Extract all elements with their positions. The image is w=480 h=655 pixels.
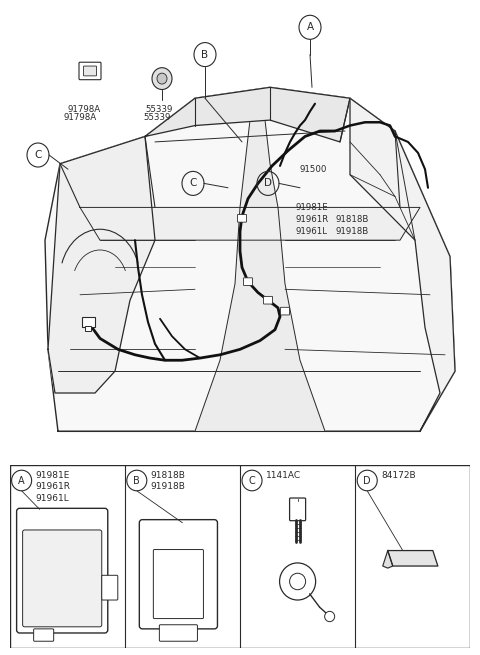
FancyBboxPatch shape <box>238 214 247 222</box>
Text: 91818B: 91818B <box>151 471 186 480</box>
Text: 91961L: 91961L <box>296 227 328 236</box>
Text: 91961R: 91961R <box>36 482 71 491</box>
FancyBboxPatch shape <box>79 62 101 80</box>
Text: C: C <box>249 476 255 485</box>
FancyBboxPatch shape <box>159 625 197 641</box>
FancyBboxPatch shape <box>153 550 204 618</box>
Text: 91981E: 91981E <box>36 471 70 480</box>
Text: C: C <box>34 150 42 160</box>
FancyBboxPatch shape <box>84 66 96 76</box>
Polygon shape <box>388 551 438 566</box>
Polygon shape <box>350 98 455 431</box>
FancyBboxPatch shape <box>264 296 273 304</box>
Text: 91918B: 91918B <box>151 482 186 491</box>
Circle shape <box>324 611 335 622</box>
Text: 55339: 55339 <box>143 113 170 122</box>
FancyBboxPatch shape <box>85 326 91 331</box>
Polygon shape <box>48 136 155 393</box>
FancyBboxPatch shape <box>280 307 289 315</box>
FancyBboxPatch shape <box>23 530 102 627</box>
Text: 55339: 55339 <box>145 105 172 114</box>
Text: 91981E: 91981E <box>296 203 329 212</box>
FancyBboxPatch shape <box>102 575 118 600</box>
Text: 91500: 91500 <box>300 164 327 174</box>
Text: 1141AC: 1141AC <box>266 471 301 480</box>
Text: B: B <box>202 50 209 60</box>
Polygon shape <box>45 87 455 431</box>
Polygon shape <box>80 208 420 240</box>
Text: D: D <box>363 476 371 485</box>
Text: 91798A: 91798A <box>63 113 96 122</box>
Circle shape <box>152 67 172 90</box>
Text: 91961R: 91961R <box>296 215 329 224</box>
FancyBboxPatch shape <box>82 317 95 327</box>
Text: D: D <box>264 178 272 189</box>
FancyBboxPatch shape <box>34 629 54 641</box>
Text: 91961L: 91961L <box>36 493 70 502</box>
Circle shape <box>157 73 167 84</box>
FancyBboxPatch shape <box>139 519 217 629</box>
Text: B: B <box>133 476 140 485</box>
Text: A: A <box>18 476 25 485</box>
Circle shape <box>279 563 316 600</box>
Text: 91818B: 91818B <box>335 215 368 224</box>
FancyBboxPatch shape <box>243 278 252 286</box>
Text: 84172B: 84172B <box>381 471 416 480</box>
FancyBboxPatch shape <box>289 498 306 521</box>
FancyBboxPatch shape <box>10 465 470 648</box>
Text: 91798A: 91798A <box>68 105 101 114</box>
Circle shape <box>289 573 306 590</box>
Text: C: C <box>189 178 197 189</box>
Polygon shape <box>145 87 350 142</box>
FancyBboxPatch shape <box>17 508 108 633</box>
Polygon shape <box>195 120 325 431</box>
Polygon shape <box>383 551 393 568</box>
Text: A: A <box>306 22 313 32</box>
Text: 91918B: 91918B <box>335 227 368 236</box>
